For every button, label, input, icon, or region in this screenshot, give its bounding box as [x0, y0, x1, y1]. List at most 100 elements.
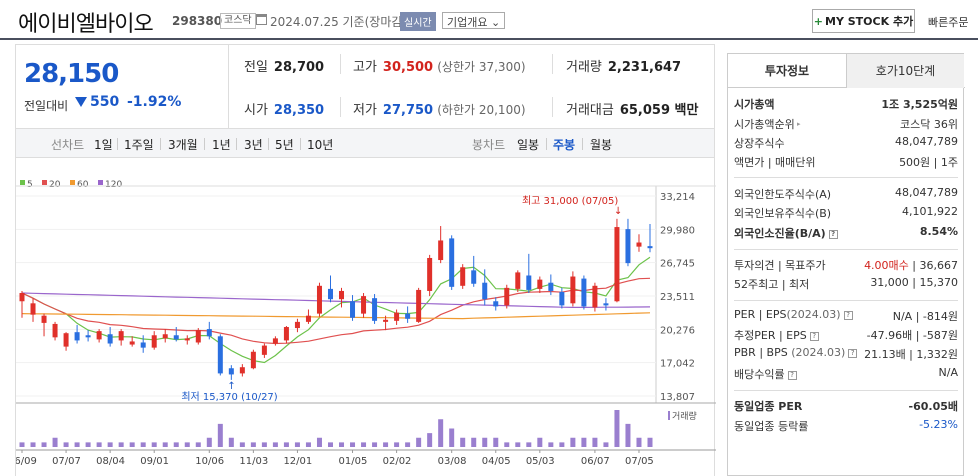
low-label: 저가 [353, 103, 377, 118]
tab-monthly[interactable]: 월봉 [590, 138, 613, 152]
volume-bar [570, 437, 576, 447]
volume-bar [471, 437, 477, 447]
prev-close: 전일 28,700 [244, 56, 324, 75]
ma-line-20 [21, 277, 651, 345]
volume-bar [162, 442, 168, 447]
y-tick-label: 17,042 [660, 359, 695, 370]
help-icon[interactable]: ? [828, 230, 838, 239]
help-icon[interactable]: ? [787, 371, 797, 380]
tab-daily[interactable]: 일봉 [517, 138, 540, 152]
realtime-button[interactable]: 실시간 [400, 12, 436, 31]
tab-order-book[interactable]: 호가10단계 [846, 54, 964, 88]
volume-bar [41, 442, 47, 447]
help-icon[interactable]: ? [843, 311, 853, 320]
x-tick-label: 06/07 [581, 456, 610, 467]
info-row: PER | EPS(2024.03)? N/A | -814원 [734, 308, 958, 326]
divider [734, 300, 958, 301]
volume-bar [625, 423, 631, 447]
divider [552, 97, 553, 117]
info-label: 상장주식수 [734, 137, 785, 150]
volume-label: 거래량 [566, 60, 602, 75]
volume-bar [206, 437, 212, 447]
info-value: N/A [938, 366, 958, 379]
volume-bar [327, 442, 333, 447]
info-row: 외국인한도주식수(A) 48,047,789 [734, 186, 958, 204]
candle-body [261, 345, 267, 355]
volume-bar [272, 442, 278, 447]
divider [582, 138, 583, 150]
candle-body [339, 290, 345, 300]
info-value: -60.05배 [908, 400, 958, 413]
divider [117, 138, 118, 150]
y-tick-label: 29,980 [660, 225, 695, 236]
candle-body [493, 301, 499, 307]
divider [300, 138, 301, 150]
tab-10years[interactable]: 10년 [307, 138, 334, 152]
candle-body [63, 333, 69, 347]
plus-icon: + [813, 15, 824, 28]
volume-bar [603, 442, 609, 447]
y-tick-label: 23,511 [660, 292, 695, 303]
x-tick-label: 09/01 [140, 456, 169, 467]
help-icon[interactable]: ? [848, 349, 858, 358]
company-name: 에이비엘바이오 [18, 12, 154, 37]
tab-3years[interactable]: 3년 [244, 138, 263, 152]
info-label: 추정PER | EPS? [734, 327, 819, 343]
volume-bar [647, 437, 653, 447]
high-value: 30,500 [382, 60, 434, 75]
tab-1week[interactable]: 1주일 [124, 138, 154, 152]
tab-1year[interactable]: 1년 [212, 138, 231, 152]
candle-body [107, 334, 113, 344]
current-price: 28,150 [24, 59, 119, 89]
add-mystock-label: MY STOCK 추가 [825, 15, 914, 28]
info-row: 상장주식수 48,047,789 [734, 135, 958, 153]
volume-bar [52, 437, 58, 447]
tab-investment-info[interactable]: 투자정보 [764, 64, 810, 78]
candle-body [460, 267, 466, 286]
info-value: 8.54% [919, 225, 958, 238]
info-value: 21.13배 | 1,332원 [864, 348, 958, 361]
candle-body [427, 257, 433, 291]
info-value: 4.00매수 | 36,667 [864, 259, 958, 272]
volume-bar [614, 410, 620, 447]
divider [228, 45, 229, 128]
down-arrow-icon: ↓ [614, 206, 622, 217]
candle-body [449, 238, 455, 287]
info-value: -5.23% [919, 418, 958, 431]
tab-1day[interactable]: 1일 [94, 138, 113, 152]
price-chart[interactable]: 5 20 60 120 33,214 29,980 26,745 23,511 20,276 17… [15, 158, 716, 476]
tab-3months[interactable]: 3개월 [168, 138, 198, 152]
candle-body [96, 331, 102, 340]
tab-weekly[interactable]: 주봉 [553, 138, 576, 152]
volume-bar [85, 442, 91, 447]
info-value: 31,000 | 15,370 [870, 276, 958, 289]
divider [236, 138, 237, 150]
info-value: 500원 | 1주 [899, 156, 958, 169]
candle-body [327, 288, 333, 300]
volume-bar [449, 428, 455, 447]
tab-5years[interactable]: 5년 [275, 138, 294, 152]
candle-body [405, 313, 411, 319]
volume-bar [581, 437, 587, 447]
volume-bar [195, 442, 201, 447]
legend-swatch [98, 180, 103, 185]
arrow-right-icon[interactable]: ▸ [794, 120, 801, 128]
info-label: 외국인소진율(B/A)? [734, 225, 838, 241]
volume-bar [504, 442, 510, 447]
candle-body [195, 330, 201, 343]
add-mystock-button[interactable]: + MY STOCK 추가 [812, 9, 915, 33]
x-tick-label: 01/05 [339, 456, 368, 467]
candle-body [305, 315, 311, 322]
quick-order-link[interactable]: 빠른주문 [928, 16, 969, 29]
x-tick-label: 07/07 [52, 456, 81, 467]
help-icon[interactable]: ? [809, 332, 819, 341]
volume-bar [339, 442, 345, 447]
divider [340, 54, 341, 74]
volume: 거래량 2,231,647 [566, 56, 681, 75]
divider [160, 138, 161, 150]
company-overview-dropdown[interactable]: 기업개요 ⌄ [442, 12, 506, 29]
y-tick-label: 20,276 [660, 325, 695, 336]
volume-bar [151, 442, 157, 447]
prev-close-label: 전일 [244, 60, 268, 75]
candle-body [394, 312, 400, 321]
